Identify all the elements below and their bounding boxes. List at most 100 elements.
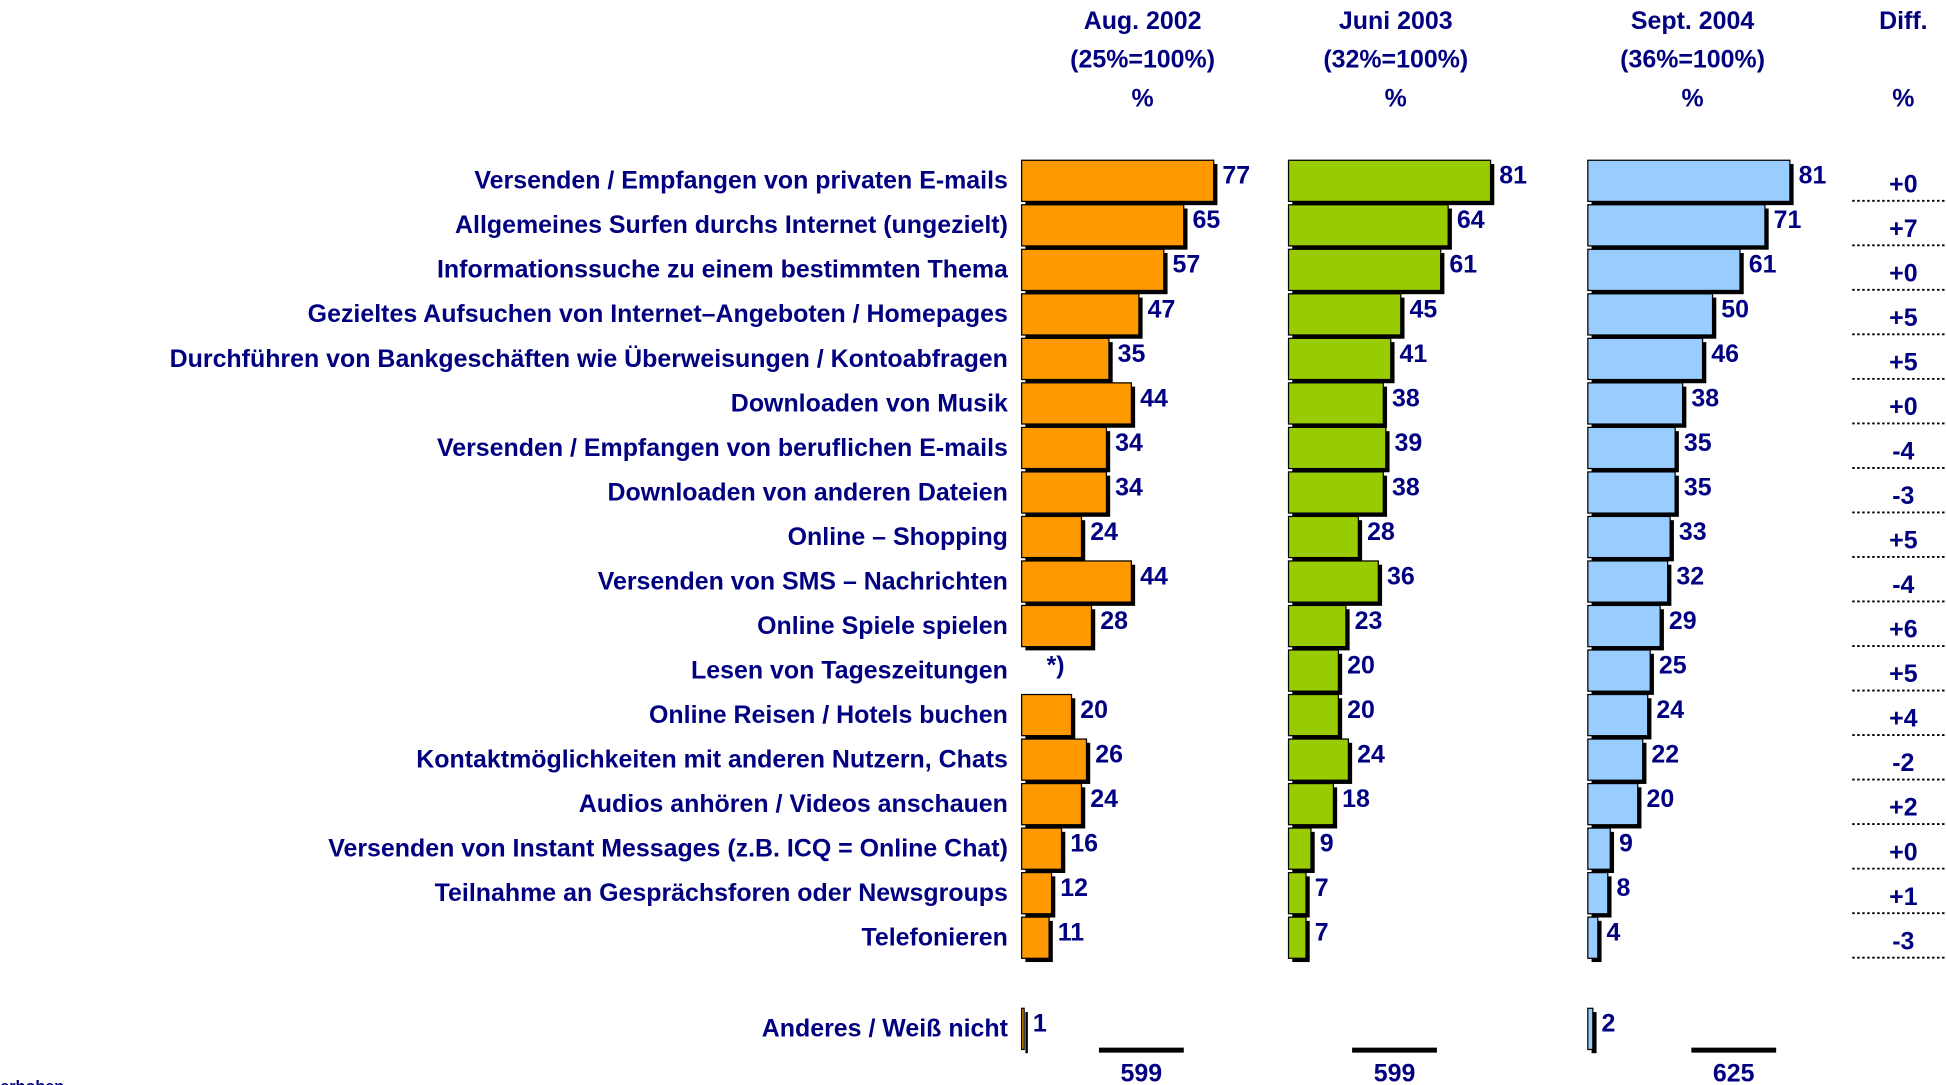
category-label: Durchführen von Bankgeschäften wie Überw…: [170, 344, 1008, 373]
diff-value: +0: [1889, 838, 1917, 866]
bar: [1587, 471, 1676, 514]
value-label: 24: [1090, 785, 1118, 813]
value-label: 18: [1342, 785, 1370, 813]
value-label: 81: [1499, 162, 1527, 190]
value-label: 39: [1395, 429, 1423, 457]
diff-value: -3: [1892, 482, 1914, 510]
bar: [1287, 515, 1359, 559]
bar: [1587, 1007, 1594, 1051]
value-label: 12: [1060, 874, 1088, 902]
bar: [1021, 604, 1093, 648]
bar: [1287, 426, 1387, 470]
total: 599: [1121, 1060, 1163, 1085]
bar: [1287, 604, 1347, 648]
value-label: 34: [1115, 473, 1143, 501]
diff-value: -4: [1892, 438, 1914, 466]
bar: [1287, 693, 1340, 737]
value-label: 23: [1355, 607, 1383, 635]
diff-value: +5: [1889, 349, 1918, 377]
total: 599: [1374, 1060, 1416, 1085]
bar: [1287, 293, 1402, 336]
total: 625: [1713, 1060, 1755, 1085]
bar: [1021, 515, 1083, 559]
bar: [1287, 248, 1442, 292]
value-label: 2: [1602, 1010, 1616, 1038]
bar: [1287, 204, 1449, 247]
value-label: 71: [1774, 206, 1802, 234]
value-label: 41: [1400, 340, 1428, 368]
value-label: 16: [1070, 830, 1098, 858]
diff-value: +4: [1889, 705, 1918, 733]
bar: [1287, 382, 1384, 425]
bar: [1587, 382, 1684, 425]
value-label: 8: [1617, 874, 1631, 902]
category-label: Versenden von SMS – Nachrichten: [598, 567, 1008, 595]
bar: [1587, 827, 1611, 870]
category-label: Versenden / Empfangen von beruflichen E-…: [437, 434, 1008, 462]
category-label: Downloaden von Musik: [731, 389, 1008, 417]
diff-name: Diff.: [1879, 7, 1927, 35]
bar: [1587, 560, 1669, 603]
diff-value: -4: [1892, 571, 1914, 599]
value-label: 57: [1173, 251, 1201, 279]
value-label: 20: [1080, 696, 1108, 724]
bar: [1587, 248, 1741, 292]
value-label: 1: [1033, 1010, 1047, 1038]
value-label: 46: [1711, 340, 1739, 368]
bar: [1021, 693, 1073, 737]
value-label: *): [1047, 651, 1065, 679]
bar: [1287, 560, 1379, 603]
value-label: 65: [1192, 206, 1220, 234]
bar: [1587, 649, 1651, 692]
bar: [1021, 1007, 1025, 1051]
bar: [1587, 871, 1609, 915]
category-label: Online Reisen / Hotels buchen: [649, 701, 1008, 729]
bar: [1587, 337, 1704, 381]
value-label: 33: [1679, 518, 1707, 546]
value-label: 64: [1457, 206, 1485, 234]
value-label: 36: [1387, 562, 1415, 590]
value-label: 9: [1320, 830, 1334, 858]
bar: [1021, 426, 1108, 470]
bar: [1587, 159, 1791, 203]
value-label: 77: [1222, 162, 1250, 190]
value-label: 29: [1669, 607, 1697, 635]
category-label: Lesen von Tageszeitungen: [691, 656, 1008, 684]
series-unit: %: [1385, 84, 1407, 112]
bar: [1021, 293, 1140, 336]
series-unit: %: [1132, 84, 1154, 112]
value-label: 32: [1676, 562, 1704, 590]
bar: [1287, 738, 1350, 781]
value-label: 38: [1691, 384, 1719, 412]
bar: [1587, 293, 1714, 336]
value-label: 9: [1619, 830, 1633, 858]
category-label: Online Spiele spielen: [757, 612, 1008, 640]
value-label: 28: [1367, 518, 1395, 546]
value-label: 34: [1115, 429, 1143, 457]
value-label: 11: [1058, 919, 1084, 947]
value-label: 26: [1095, 740, 1123, 768]
value-label: 38: [1392, 473, 1420, 501]
bar: [1021, 871, 1053, 915]
value-label: 22: [1651, 740, 1679, 768]
value-label: 20: [1347, 696, 1375, 724]
diff-value: +1: [1889, 883, 1918, 911]
value-label: 4: [1607, 919, 1621, 947]
category-label: Telefonieren: [861, 924, 1007, 952]
bar: [1587, 426, 1676, 470]
value-label: 38: [1392, 384, 1420, 412]
category-label: Informationssuche zu einem bestimmten Th…: [437, 256, 1009, 284]
category-label: Audios anhören / Videos anschauen: [579, 790, 1008, 818]
category-label: Kontaktmöglichkeiten mit anderen Nutzern…: [416, 745, 1008, 773]
bar: [1021, 738, 1088, 781]
diff-value: +5: [1889, 660, 1918, 688]
category-label: Versenden / Empfangen von privaten E-mai…: [474, 167, 1008, 195]
bar: [1287, 782, 1335, 826]
diff-value: +0: [1889, 393, 1917, 421]
value-label: 24: [1357, 740, 1385, 768]
value-label: 44: [1140, 562, 1168, 590]
series-subtitle: (32%=100%): [1323, 46, 1468, 74]
series-subtitle: (25%=100%): [1070, 46, 1215, 74]
bar-shadow: [1591, 1012, 1597, 1054]
